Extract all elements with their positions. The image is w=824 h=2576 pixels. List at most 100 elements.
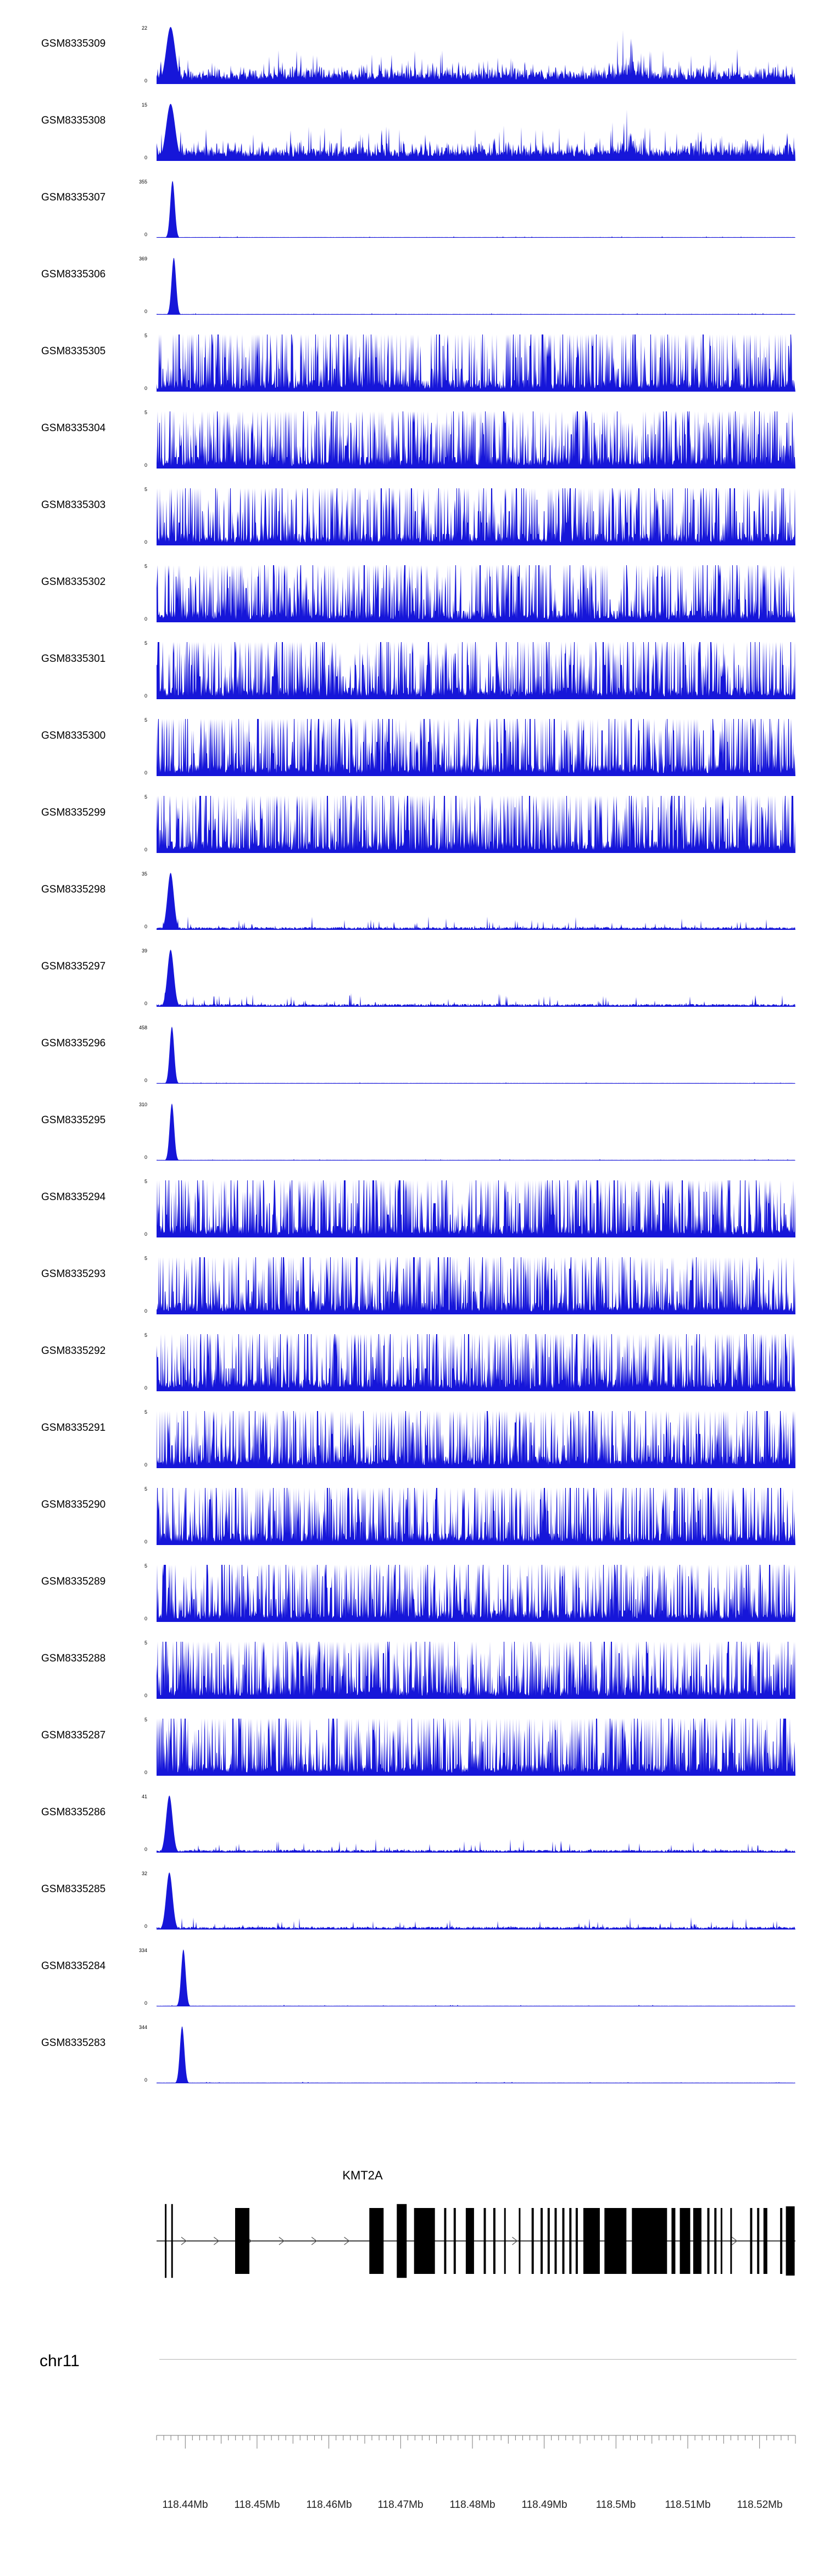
track-row-GSM8335303: GSM8335303 5 0	[0, 486, 824, 563]
track-row-GSM8335307: GSM8335307 355 0	[0, 179, 824, 255]
track-label: GSM8335302	[41, 576, 106, 588]
track-ymin-label: 0	[144, 1847, 147, 1852]
coverage-signal-svg	[157, 1642, 795, 1699]
coverage-signal	[157, 950, 795, 1007]
exon-box	[547, 2208, 550, 2274]
coverage-signal-svg	[157, 1180, 795, 1237]
exon-box	[750, 2208, 753, 2274]
coverage-signal	[157, 1027, 795, 1084]
track-ymin-label: 0	[144, 1539, 147, 1545]
track-ymin-label: 0	[144, 847, 147, 852]
track-ymax-label: 5	[144, 1717, 147, 1722]
exon-box	[483, 2208, 486, 2274]
strand-arrow-icon	[344, 2237, 350, 2245]
genome-ruler-svg	[156, 2435, 796, 2449]
track-label: GSM8335292	[41, 1345, 106, 1357]
track-row-GSM8335285: GSM8335285 32 0	[0, 1870, 824, 1947]
track-label: GSM8335294	[41, 1191, 106, 1203]
track-row-GSM8335288: GSM8335288 5 0	[0, 1640, 824, 1716]
track-label: GSM8335301	[41, 653, 106, 665]
exon-box	[757, 2208, 760, 2274]
track-row-GSM8335294: GSM8335294 5 0	[0, 1178, 824, 1255]
track-label: GSM8335305	[41, 345, 106, 357]
coverage-signal-svg	[157, 411, 795, 469]
track-label: GSM8335309	[41, 38, 106, 49]
track-row-GSM8335290: GSM8335290 5 0	[0, 1486, 824, 1563]
exon-box	[235, 2208, 249, 2274]
track-ymax-label: 5	[144, 1179, 147, 1184]
exon-box	[763, 2208, 767, 2274]
track-label: GSM8335290	[41, 1499, 106, 1510]
track-label: GSM8335308	[41, 115, 106, 126]
gene-name-label: KMT2A	[342, 2168, 383, 2182]
strand-arrow-icon	[181, 2237, 187, 2245]
coverage-signal-svg	[157, 1334, 795, 1391]
strand-arrow-icon	[213, 2237, 220, 2245]
track-ymax-label: 5	[144, 333, 147, 338]
exon-box	[693, 2208, 701, 2274]
coverage-signal	[157, 27, 795, 84]
track-ymin-label: 0	[144, 1923, 147, 1929]
track-ymax-label: 5	[144, 564, 147, 569]
track-label: GSM8335298	[41, 884, 106, 895]
track-ymax-label: 15	[141, 102, 147, 108]
coverage-signal-svg	[157, 1796, 795, 1853]
coverage-signal	[157, 1719, 795, 1776]
track-ymin-label: 0	[144, 1078, 147, 1083]
track-row-GSM8335298: GSM8335298 35 0	[0, 871, 824, 947]
axis-tick-label: 118.46Mb	[306, 2499, 352, 2511]
track-label: GSM8335303	[41, 499, 106, 511]
track-ymax-label: 334	[138, 1948, 147, 1953]
track-ymin-label: 0	[144, 770, 147, 776]
coverage-signal	[157, 796, 795, 853]
exon-box	[414, 2208, 435, 2274]
coverage-signal-svg	[157, 1027, 795, 1084]
track-ymax-label: 5	[144, 794, 147, 800]
coverage-signal-svg	[157, 2026, 795, 2083]
exon-box	[707, 2208, 710, 2274]
track-label: GSM8335285	[41, 1883, 106, 1895]
track-row-GSM8335291: GSM8335291 5 0	[0, 1409, 824, 1486]
track-ymax-label: 344	[138, 2025, 147, 2030]
exon-box	[554, 2208, 557, 2274]
exon-box	[369, 2208, 384, 2274]
track-label: GSM8335283	[41, 2037, 106, 2049]
strand-arrow-icon	[311, 2237, 318, 2245]
track-ymin-label: 0	[144, 1308, 147, 1314]
exon-box	[714, 2208, 717, 2274]
track-ymax-label: 369	[138, 256, 147, 261]
exon-box	[531, 2208, 534, 2274]
track-row-GSM8335301: GSM8335301 5 0	[0, 640, 824, 717]
track-ymin-label: 0	[144, 2077, 147, 2083]
coverage-signal	[157, 1642, 795, 1699]
exon-box	[541, 2208, 543, 2274]
track-ymin-label: 0	[144, 462, 147, 468]
track-row-GSM8335296: GSM8335296 458 0	[0, 1024, 824, 1101]
axis-tick-label: 118.44Mb	[162, 2499, 208, 2511]
coverage-signal-svg	[157, 1257, 795, 1314]
exon-box	[465, 2208, 474, 2274]
coverage-signal-svg	[157, 873, 795, 930]
track-ymin-label: 0	[144, 232, 147, 237]
track-row-GSM8335292: GSM8335292 5 0	[0, 1332, 824, 1409]
track-row-GSM8335309: GSM8335309 22 0	[0, 25, 824, 102]
strand-arrow-icon	[512, 2237, 518, 2245]
track-ymax-label: 35	[141, 871, 147, 877]
coverage-signal-svg	[157, 1103, 795, 1161]
coverage-signal	[157, 1180, 795, 1237]
exon-box	[504, 2208, 506, 2274]
coverage-signal-svg	[157, 796, 795, 853]
chromosome-label: chr11	[40, 2352, 80, 2370]
track-ymin-label: 0	[144, 616, 147, 622]
track-label: GSM8335300	[41, 730, 106, 741]
track-ymax-label: 458	[138, 1025, 147, 1030]
track-label: GSM8335299	[41, 807, 106, 818]
coverage-signal-svg	[157, 488, 795, 545]
track-row-GSM8335300: GSM8335300 5 0	[0, 717, 824, 794]
track-ymin-label: 0	[144, 1770, 147, 1775]
coverage-signal-svg	[157, 181, 795, 238]
coverage-signal	[157, 488, 795, 545]
axis-tick-label: 118.5Mb	[595, 2499, 636, 2511]
coverage-signal-svg	[157, 565, 795, 622]
coverage-signal	[157, 642, 795, 699]
